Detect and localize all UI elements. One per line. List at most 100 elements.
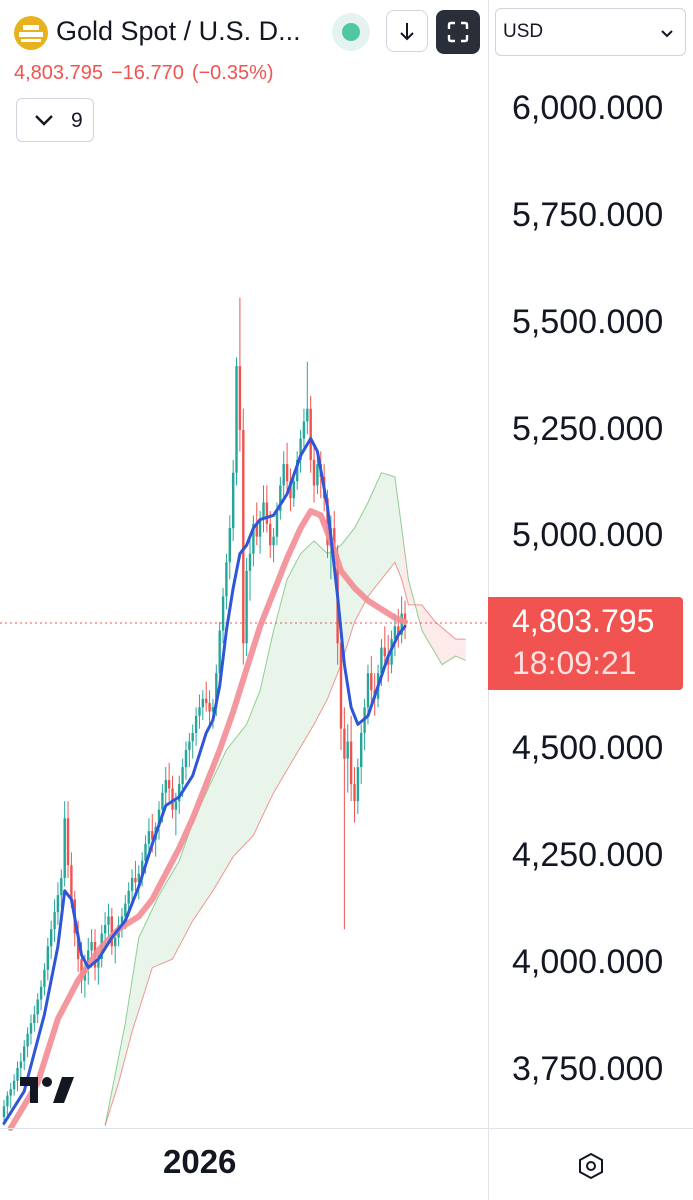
candle-body: [124, 903, 127, 917]
candle-body: [275, 511, 279, 537]
candle-body: [23, 1046, 26, 1062]
currency-label: USD: [503, 21, 544, 42]
candle-body: [46, 946, 49, 970]
candle-body: [245, 570, 248, 644]
candle-body: [33, 1014, 36, 1023]
candle-body: [198, 707, 201, 716]
candle-body: [53, 912, 56, 930]
candle-body: [97, 959, 100, 968]
candle-body: [184, 750, 188, 768]
candle-body: [400, 613, 403, 635]
candle-body: [258, 519, 262, 537]
y-tick-label: 5,750.000: [512, 196, 664, 234]
candle-body: [403, 613, 407, 621]
candle-body: [167, 779, 171, 789]
candle-body: [161, 792, 164, 810]
fast-moving-average: [2, 437, 407, 1125]
candle-body: [63, 818, 66, 878]
chart-header: Gold Spot / U.S. D... 4,803.795 −16.770 (−…: [0, 0, 488, 150]
candle-body: [289, 481, 292, 499]
candle-body: [90, 942, 93, 951]
candle-body: [306, 408, 309, 422]
candle-body: [302, 421, 306, 439]
candle-body: [221, 596, 225, 631]
candlestick-series: [2, 297, 407, 1126]
chart-settings-button[interactable]: [576, 1151, 606, 1181]
candle-body: [151, 831, 154, 840]
candle-body: [110, 916, 113, 947]
y-tick-label: 6,000.000: [512, 89, 664, 127]
candle-body: [144, 843, 147, 861]
candle-body: [316, 464, 319, 486]
candle-body: [228, 528, 231, 563]
candle-body: [164, 779, 167, 793]
candle-body: [191, 732, 194, 742]
currency-select[interactable]: USD: [495, 8, 686, 56]
candle-body: [262, 502, 265, 520]
cloud-span-a: [104, 472, 466, 1126]
candle-body: [103, 924, 107, 934]
gold-bars-icon: [14, 16, 48, 50]
chevron-down-icon: [661, 30, 673, 38]
candle-body: [6, 1095, 9, 1107]
candle-body: [39, 986, 43, 1000]
bar-countdown: 18:09:21: [512, 645, 637, 681]
candle-body: [346, 741, 349, 759]
market-status[interactable]: [332, 13, 370, 51]
fullscreen-button[interactable]: [436, 10, 480, 54]
price-change-percent: (−0.35%): [191, 62, 274, 84]
candle-body: [174, 801, 178, 810]
indicator-toggle-button[interactable]: 9: [16, 98, 94, 142]
candle-body: [360, 732, 363, 767]
candle-body: [255, 523, 258, 537]
candle-body: [349, 741, 353, 785]
candle-body: [194, 715, 198, 733]
candle-body: [137, 873, 140, 883]
chevron-down-icon: [35, 115, 53, 126]
symbol-title[interactable]: Gold Spot / U.S. D...: [56, 16, 301, 46]
last-price-tag: 4,803.795 18:09:21: [488, 597, 683, 690]
candle-body: [114, 937, 117, 947]
candle-body: [76, 933, 80, 960]
candle-body: [12, 1080, 16, 1090]
download-button[interactable]: [386, 10, 428, 52]
candle-body: [120, 916, 124, 925]
candle-body: [265, 502, 269, 524]
candle-body: [201, 698, 204, 708]
candle-body: [353, 784, 356, 802]
y-tick-label: 4,250.000: [512, 836, 664, 874]
candle-body: [87, 950, 90, 968]
cloud-span-b: [104, 561, 466, 1126]
cloud-bull-area: [105, 472, 402, 1126]
candle-body: [171, 788, 174, 810]
candle-body: [339, 643, 343, 729]
y-tick-label: 5,500.000: [512, 303, 664, 341]
candle-body: [238, 366, 242, 430]
candle-body: [157, 809, 161, 827]
candle-body: [279, 485, 282, 512]
price-summary: 4,803.795 −16.770 (−0.35%): [14, 62, 282, 85]
candle-body: [127, 890, 130, 904]
tradingview-logo[interactable]: [18, 1073, 78, 1107]
candle-body: [225, 562, 228, 597]
candle-body: [80, 959, 83, 981]
time-axis-border: [0, 1128, 693, 1129]
candle-body: [43, 969, 46, 987]
y-tick-label: 4,000.000: [512, 943, 664, 981]
candle-body: [312, 459, 316, 486]
candle-body: [26, 1033, 29, 1047]
ichimoku-cloud: [104, 472, 466, 1126]
price-change: −16.770: [110, 62, 184, 84]
candle-body: [9, 1089, 12, 1096]
candle-body: [56, 895, 60, 913]
fullscreen-icon: [447, 21, 469, 43]
candle-body: [16, 1067, 19, 1081]
candle-body: [141, 860, 144, 874]
candle-body: [282, 464, 285, 486]
hexagon-settings-icon: [579, 1152, 603, 1180]
candle-body: [383, 647, 386, 657]
candle-body: [215, 673, 218, 708]
candle-body: [380, 647, 383, 674]
candle-body: [208, 703, 211, 712]
